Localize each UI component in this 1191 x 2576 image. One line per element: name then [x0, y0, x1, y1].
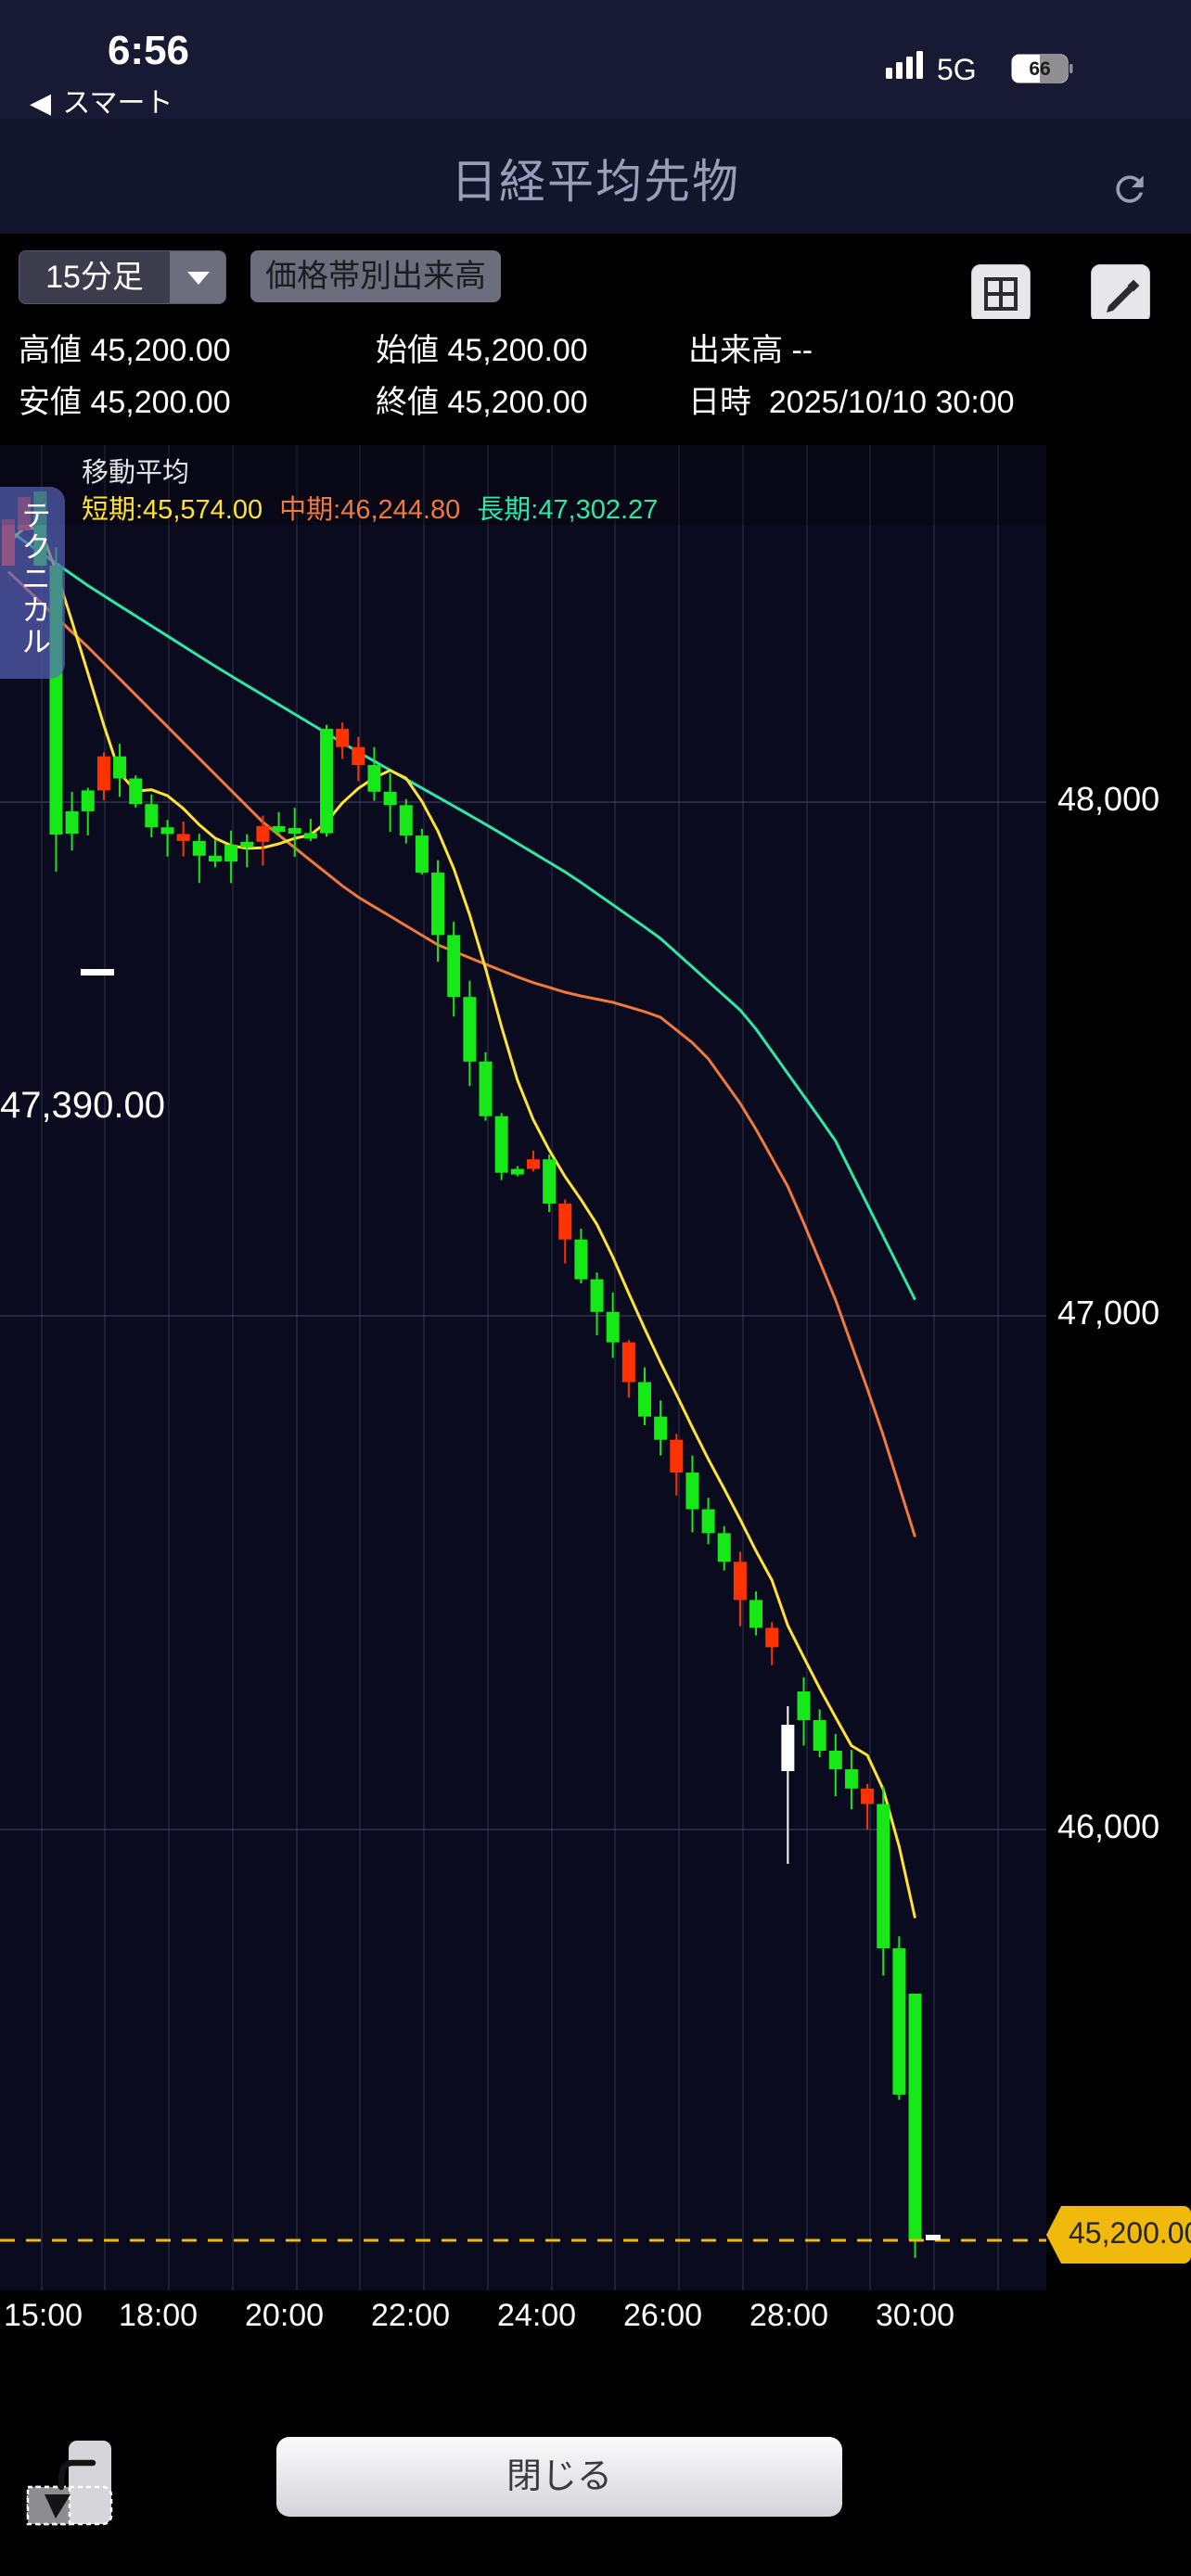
svg-text:66: 66 — [1029, 58, 1050, 80]
